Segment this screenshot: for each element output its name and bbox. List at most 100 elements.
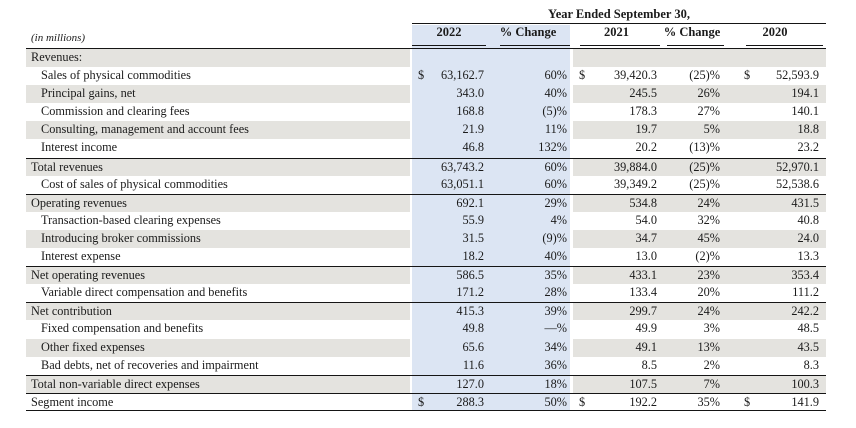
pct-change-2022-2021: —% — [486, 320, 570, 339]
amount: 8.3 — [803, 357, 819, 372]
pct-change-2022-2021: 60% — [486, 67, 570, 86]
amount: 46.8 — [462, 140, 484, 155]
row-label: Consulting, management and account fees — [26, 121, 410, 140]
column-header-pct-change-2: % Change — [660, 25, 724, 48]
pct-change-2022-2021: 11% — [486, 121, 570, 140]
amount: 141.9 — [791, 394, 819, 409]
value-2021: $192.2 — [573, 394, 660, 410]
value-2021 — [573, 49, 660, 68]
pct-change-2022-2021: 34% — [486, 338, 570, 357]
value-2021: 433.1 — [573, 267, 660, 285]
dollar-sign: $ — [744, 68, 751, 83]
pct-change-2022-2021: 60% — [486, 175, 570, 194]
title-spacer — [26, 7, 412, 24]
pct-change-2021-2020: 2% — [703, 357, 720, 372]
amount: 63,743.2 — [440, 159, 484, 174]
amount: 40.8 — [797, 212, 819, 227]
units-label: (in millions) — [31, 32, 86, 44]
header-underline — [667, 45, 724, 46]
table-row: Introducing broker commissions 31.5 (9)% 34… — [26, 229, 826, 249]
dollar-sign: $ — [744, 394, 751, 409]
value-2022: 343.0 — [412, 85, 486, 104]
amount: 245.5 — [629, 86, 657, 101]
pct-change-2022-2021: 36% — [486, 356, 570, 375]
amount: 534.8 — [629, 195, 657, 210]
amount: 692.1 — [456, 195, 484, 210]
pct-change-2022-2021: 132% — [486, 139, 570, 158]
amount: 111.2 — [792, 285, 819, 300]
value-2021: 13.0 — [573, 248, 660, 266]
pct-change-2022-2021: 40% — [486, 85, 570, 104]
pct-change-2022-2021: 35% — [486, 267, 570, 285]
row-label: Revenues: — [26, 49, 410, 68]
table-row: Fixed compensation and benefits 49.8 —% 49.… — [26, 320, 826, 339]
column-header-2021: 2021 — [573, 25, 660, 48]
amount: 586.5 — [456, 268, 484, 283]
amount: 171.2 — [456, 285, 484, 300]
pct-change-2021-2020: 20% — [697, 285, 720, 300]
table-row: Operating revenues 692.1 29% 534.8 24% 431.5 — [26, 193, 826, 212]
pct-change-2021-2020: 13% — [660, 338, 724, 357]
amount: 100.3 — [791, 376, 819, 391]
value-2022: 31.5 — [412, 229, 486, 249]
amount: 54.0 — [635, 212, 657, 227]
value-2020: 242.2 — [724, 303, 826, 321]
row-label: Transaction-based clearing expenses — [41, 212, 221, 227]
amount: 415.3 — [456, 304, 484, 319]
table-row: Sales of physical commodities $63,162.7 60… — [26, 67, 826, 86]
table-title: Year Ended September 30, — [412, 7, 826, 24]
pct-change-2022-2021: (9)% — [486, 229, 570, 249]
table-row: Consulting, management and account fees 2… — [26, 121, 826, 140]
amount: 13.3 — [797, 249, 819, 264]
amount: 431.5 — [791, 195, 819, 210]
value-2020: 194.1 — [724, 85, 826, 104]
value-2021: 39,884.0 — [573, 158, 660, 176]
row-label: Introducing broker commissions — [26, 229, 410, 249]
header-underline — [412, 45, 486, 46]
amount: 65.6 — [462, 339, 484, 354]
pct-change-2021-2020: (25)% — [689, 68, 720, 83]
pct-change-2022-2021: 18% — [486, 375, 570, 393]
amount: 48.5 — [797, 321, 819, 336]
value-2020: 353.4 — [724, 267, 826, 285]
table-row: Segment income $288.3 50% $192.2 35% $141.9 — [26, 392, 826, 411]
amount: 24.0 — [797, 230, 819, 245]
row-label: Net operating revenues — [26, 267, 410, 285]
value-2022: 171.2 — [412, 284, 486, 303]
table-body: Revenues: Sales of physical commodities $6… — [26, 49, 826, 411]
value-2020: $52,593.9 — [724, 67, 826, 85]
table-row: Net operating revenues 586.5 35% 433.1 23% 35… — [26, 266, 826, 285]
amount: 63,051.1 — [440, 176, 484, 191]
value-2022: $288.3 — [412, 393, 486, 410]
value-2022: 18.2 — [412, 248, 486, 267]
amount: 168.8 — [456, 104, 484, 119]
amount: 433.1 — [629, 268, 657, 283]
amount: 127.0 — [456, 376, 484, 391]
table-row: Interest expense 18.2 40% 13.0 (2)% 13.3 — [26, 248, 826, 267]
value-2022 — [412, 49, 486, 68]
column-header-2022: 2022 — [412, 25, 486, 48]
amount: 19.7 — [635, 122, 657, 137]
amount: 13.0 — [635, 249, 657, 264]
table-row: Bad debts, net of recoveries and impairm… — [26, 356, 826, 375]
value-2020: 8.3 — [724, 357, 826, 375]
value-2022: 63,743.2 — [412, 158, 486, 176]
pct-change-2022-2021: 39% — [486, 303, 570, 321]
amount: 192.2 — [629, 394, 657, 409]
amount: 11.6 — [462, 357, 484, 372]
table-row: Net contribution 415.3 39% 299.7 24% 242.2 — [26, 302, 826, 321]
value-2020: 23.2 — [724, 139, 826, 157]
dollar-sign: $ — [418, 394, 425, 409]
amount: 140.1 — [791, 104, 819, 119]
value-2021: 49.1 — [573, 338, 660, 357]
value-2021: 107.5 — [573, 375, 660, 393]
value-2020: 13.3 — [724, 248, 826, 266]
header-underline — [746, 45, 823, 46]
amount: 63,162.7 — [440, 68, 484, 83]
row-label: Operating revenues — [26, 194, 410, 212]
amount: 39,884.0 — [613, 159, 657, 174]
table-row: Revenues: — [26, 49, 826, 68]
value-2021: 49.9 — [573, 320, 660, 338]
value-2021: 133.4 — [573, 284, 660, 302]
